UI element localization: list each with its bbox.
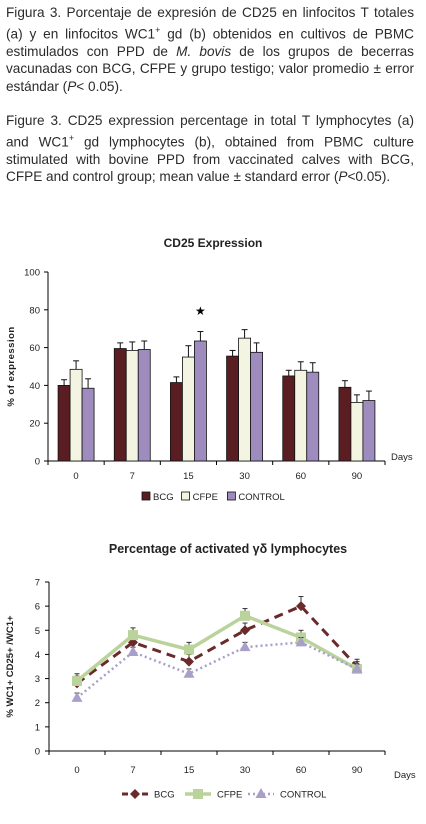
point-control: [183, 667, 195, 678]
point-cfpe: [184, 644, 194, 655]
bar-cfpe: [182, 356, 195, 462]
bar-cfpe: [350, 402, 364, 462]
x-tick-label: 60: [295, 471, 306, 482]
point-bcg: [240, 625, 250, 636]
y-axis-label: % of expression: [6, 326, 17, 406]
line-chart: 0 1 2 3 4 5 6 7 0 7 15 30 60 90 Days % WC1+ CD25+ /WC1+…: [5, 578, 416, 801]
bar-cfpe: [294, 369, 308, 462]
x-tick-label: 60: [296, 765, 307, 776]
point-cfpe: [72, 675, 82, 686]
bar-control: [81, 387, 95, 462]
legend-label-cfpe: CFPE: [217, 790, 242, 801]
bar-chart: 0 20 40 60 80 100 0 7 15 30 60 90 ★ Days % of expressi…: [6, 268, 413, 504]
y-tick-label: 80: [29, 305, 40, 316]
y-tick-label: 60: [29, 343, 40, 354]
legend-label-bcg: BCG: [154, 790, 175, 801]
point-control: [295, 636, 307, 647]
legend-marker-cfpe: [193, 789, 203, 799]
bar-cfpe: [238, 337, 251, 462]
point-cfpe: [240, 610, 250, 621]
point-control: [239, 641, 251, 652]
legend-label-control: CONTROL: [280, 790, 326, 801]
legend-marker-bcg: [130, 789, 140, 799]
y-tick-label: 1: [35, 722, 40, 733]
line-chart-title: Percentage of activated γδ lymphocytes: [108, 542, 348, 556]
y-tick-label: 20: [29, 419, 40, 430]
legend-marker-control: [255, 788, 267, 798]
bar-bcg: [57, 384, 71, 462]
y-tick-label: 0: [35, 747, 40, 758]
point-cfpe: [128, 630, 138, 641]
x-tick-label: 90: [352, 471, 363, 482]
x-tick-label: 30: [240, 765, 251, 776]
bar-bcg: [113, 348, 127, 462]
y-tick-label: 6: [35, 602, 40, 613]
legend-label-cfpe: CFPE: [193, 492, 218, 503]
point-control: [351, 662, 363, 673]
legend-label-control: CONTROL: [238, 492, 284, 503]
x-axis-label: Days: [391, 452, 413, 463]
y-tick-label: 7: [35, 578, 40, 589]
x-tick-label: 0: [73, 471, 78, 482]
y-tick-label: 2: [35, 698, 40, 709]
bar-bcg: [282, 375, 296, 462]
x-axis-label: Days: [394, 770, 416, 781]
line-cfpe: [75, 613, 358, 683]
y-tick-label: 40: [29, 381, 40, 392]
bar-cfpe: [69, 368, 83, 462]
bar-control: [306, 371, 320, 462]
bar-control: [250, 351, 263, 462]
x-tick-label: 30: [239, 471, 250, 482]
point-bcg: [296, 601, 306, 612]
y-tick-label: 5: [35, 626, 40, 637]
legend-swatch-control: [226, 491, 236, 501]
x-tick-label: 15: [184, 765, 195, 776]
point-bcg: [184, 656, 194, 667]
y-axis-label: % WC1+ CD25+ /WC1+: [5, 615, 16, 718]
x-tick-label: 7: [130, 471, 135, 482]
caption-english: Figure 3. CD25 expression percentage in …: [6, 113, 414, 185]
legend-label-bcg: BCG: [153, 492, 174, 503]
bar-control: [194, 340, 207, 462]
x-tick-label: 0: [74, 765, 79, 776]
caption-spanish: Figura 3. Porcentaje de expresión de CD2…: [6, 5, 414, 94]
bar-control: [362, 400, 376, 462]
legend-swatch-cfpe: [181, 491, 191, 501]
legend-swatch-bcg: [141, 491, 151, 501]
y-tick-label: 0: [35, 457, 40, 468]
bar-bcg: [338, 386, 352, 462]
point-bcg: [128, 637, 138, 648]
bar-bcg: [226, 355, 239, 462]
bar-chart-title: CD25 Expression: [163, 236, 263, 250]
bar-bcg: [170, 382, 183, 462]
x-tick-label: 15: [183, 471, 194, 482]
x-tick-label: 7: [130, 765, 135, 776]
y-tick-label: 4: [35, 650, 40, 661]
point-control: [71, 691, 83, 702]
y-tick-label: 3: [35, 674, 40, 685]
y-tick-label: 100: [24, 268, 40, 279]
line-control: [76, 641, 358, 699]
x-tick-label: 90: [352, 765, 363, 776]
bar-control: [137, 349, 151, 462]
point-control: [127, 646, 139, 657]
significance-star: ★: [195, 304, 206, 318]
bar-cfpe: [125, 350, 139, 462]
